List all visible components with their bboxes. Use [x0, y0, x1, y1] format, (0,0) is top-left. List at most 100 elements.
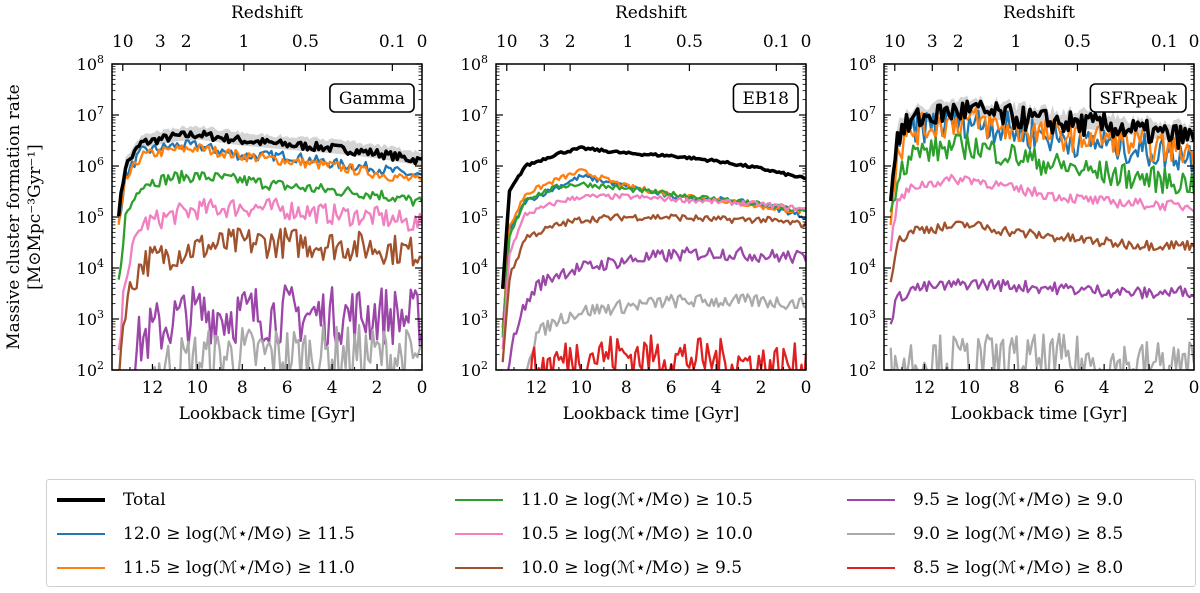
x-axis-label: Lookback time [Gyr] — [563, 404, 740, 424]
x-tick-label: 0 — [417, 378, 428, 398]
x-tick-label: 4 — [327, 378, 338, 398]
x-tick-label: 2 — [756, 378, 767, 398]
x-tick-label: 0 — [801, 378, 812, 398]
y-tick-label: 106 — [77, 155, 104, 176]
y-tick-label: 107 — [77, 104, 104, 125]
series-line — [889, 173, 1194, 252]
redshift-tick-label: 2 — [181, 32, 192, 52]
x-tick-label: 4 — [1099, 378, 1110, 398]
series-line — [889, 133, 1194, 213]
series-line — [117, 139, 422, 223]
legend-item: 11.0 ≥ log(ℳ⋆/M⊙) ≥ 10.5 — [455, 486, 753, 514]
x-tick-label: 2 — [372, 378, 383, 398]
series-line — [888, 99, 1194, 202]
redshift-tick-label: 0.1 — [379, 32, 406, 52]
plot-area — [500, 145, 806, 370]
y-tick-label: 108 — [849, 53, 876, 74]
legend-item: Total — [57, 486, 166, 514]
x-tick-label: 6 — [666, 378, 677, 398]
redshift-tick-label: 0.5 — [1064, 32, 1091, 52]
series-line — [501, 213, 806, 363]
legend-label: Total — [123, 490, 166, 510]
legend-item: 8.5 ≥ log(ℳ⋆/M⊙) ≥ 8.0 — [847, 554, 1123, 582]
legend-label: 11.5 ≥ log(ℳ⋆/M⊙) ≥ 11.0 — [123, 558, 355, 578]
redshift-tick-label: 3 — [927, 32, 938, 52]
y-tick-label: 107 — [849, 104, 876, 125]
legend-item: 9.0 ≥ log(ℳ⋆/M⊙) ≥ 8.5 — [847, 520, 1123, 548]
redshift-tick-label: 0 — [417, 32, 428, 52]
panel-label-box — [732, 83, 799, 113]
redshift-tick-label: 3 — [539, 32, 550, 52]
legend-label: 12.0 ≥ log(ℳ⋆/M⊙) ≥ 11.5 — [123, 524, 355, 544]
series-line — [507, 246, 806, 370]
x-tick-label: 6 — [1054, 378, 1065, 398]
x-tick-label: 12 — [142, 378, 164, 398]
redshift-tick-label: 2 — [953, 32, 964, 52]
y-tick-label: 104 — [849, 257, 876, 278]
y-tick-label: 103 — [849, 308, 876, 329]
x-tick-label: 0 — [1189, 378, 1200, 398]
series-line — [500, 145, 806, 290]
legend: Total 12.0 ≥ log(ℳ⋆/M⊙) ≥ 11.5 11.5 ≥ lo… — [46, 479, 1196, 587]
series-line — [525, 293, 806, 370]
y-axis-label: Massive cluster formation rate — [4, 84, 24, 349]
redshift-tick-label: 0 — [1189, 32, 1200, 52]
y-tick-label: 102 — [461, 359, 488, 380]
redshift-tick-label: 0 — [801, 32, 812, 52]
redshift-tick-label: 2 — [565, 32, 576, 52]
y-axis-units: [M⊙Mpc⁻³Gyr⁻¹] — [25, 144, 45, 290]
plot-area — [888, 95, 1194, 370]
y-tick-label: 104 — [77, 257, 104, 278]
legend-label: 10.0 ≥ log(ℳ⋆/M⊙) ≥ 9.5 — [521, 558, 743, 578]
redshift-axis-label: Redshift — [1003, 3, 1075, 23]
legend-swatch — [455, 567, 503, 569]
series-line — [151, 324, 422, 370]
uncertainty-band — [890, 95, 1194, 197]
redshift-axis-label: Redshift — [231, 3, 303, 23]
legend-swatch — [847, 533, 895, 535]
legend-item: 10.5 ≥ log(ℳ⋆/M⊙) ≥ 10.0 — [455, 520, 753, 548]
series-line — [117, 143, 422, 225]
series-line — [117, 197, 422, 351]
legend-swatch — [57, 498, 105, 502]
legend-swatch — [455, 499, 503, 501]
redshift-tick-label: 1 — [238, 32, 249, 52]
redshift-tick-label: 0.5 — [292, 32, 319, 52]
panel-label: EB18 — [742, 89, 789, 109]
y-tick-label: 105 — [77, 206, 104, 227]
redshift-tick-label: 0.1 — [1151, 32, 1178, 52]
redshift-tick-label: 0.1 — [763, 32, 790, 52]
legend-swatch — [57, 567, 105, 569]
uncertainty-band — [118, 125, 422, 217]
legend-label: 8.5 ≥ log(ℳ⋆/M⊙) ≥ 8.0 — [913, 558, 1124, 578]
panel-label-box — [1089, 83, 1187, 113]
legend-swatch — [847, 567, 895, 569]
redshift-tick-label: 1 — [1010, 32, 1021, 52]
panel-label-box — [329, 83, 415, 113]
y-tick-label: 105 — [849, 206, 876, 227]
x-tick-label: 6 — [282, 378, 293, 398]
series-line — [501, 192, 806, 350]
legend-swatch — [57, 533, 105, 535]
legend-label: 11.0 ≥ log(ℳ⋆/M⊙) ≥ 10.5 — [521, 490, 753, 510]
x-tick-label: 12 — [914, 378, 936, 398]
legend-item: 10.0 ≥ log(ℳ⋆/M⊙) ≥ 9.5 — [455, 554, 742, 582]
y-tick-label: 108 — [461, 53, 488, 74]
y-tick-label: 108 — [77, 53, 104, 74]
series-line — [889, 220, 1194, 283]
redshift-tick-label: 10 — [112, 32, 134, 52]
panel-label: Gamma — [339, 89, 405, 109]
x-tick-label: 10 — [571, 378, 593, 398]
x-tick-label: 4 — [711, 378, 722, 398]
x-tick-label: 8 — [1009, 378, 1020, 398]
legend-item: 11.5 ≥ log(ℳ⋆/M⊙) ≥ 11.0 — [57, 554, 355, 582]
series-line — [530, 334, 806, 370]
redshift-tick-label: 1 — [622, 32, 633, 52]
legend-label: 10.5 ≥ log(ℳ⋆/M⊙) ≥ 10.0 — [521, 524, 753, 544]
plot-area — [116, 125, 422, 370]
redshift-tick-label: 0.5 — [676, 32, 703, 52]
series-line — [118, 227, 422, 370]
